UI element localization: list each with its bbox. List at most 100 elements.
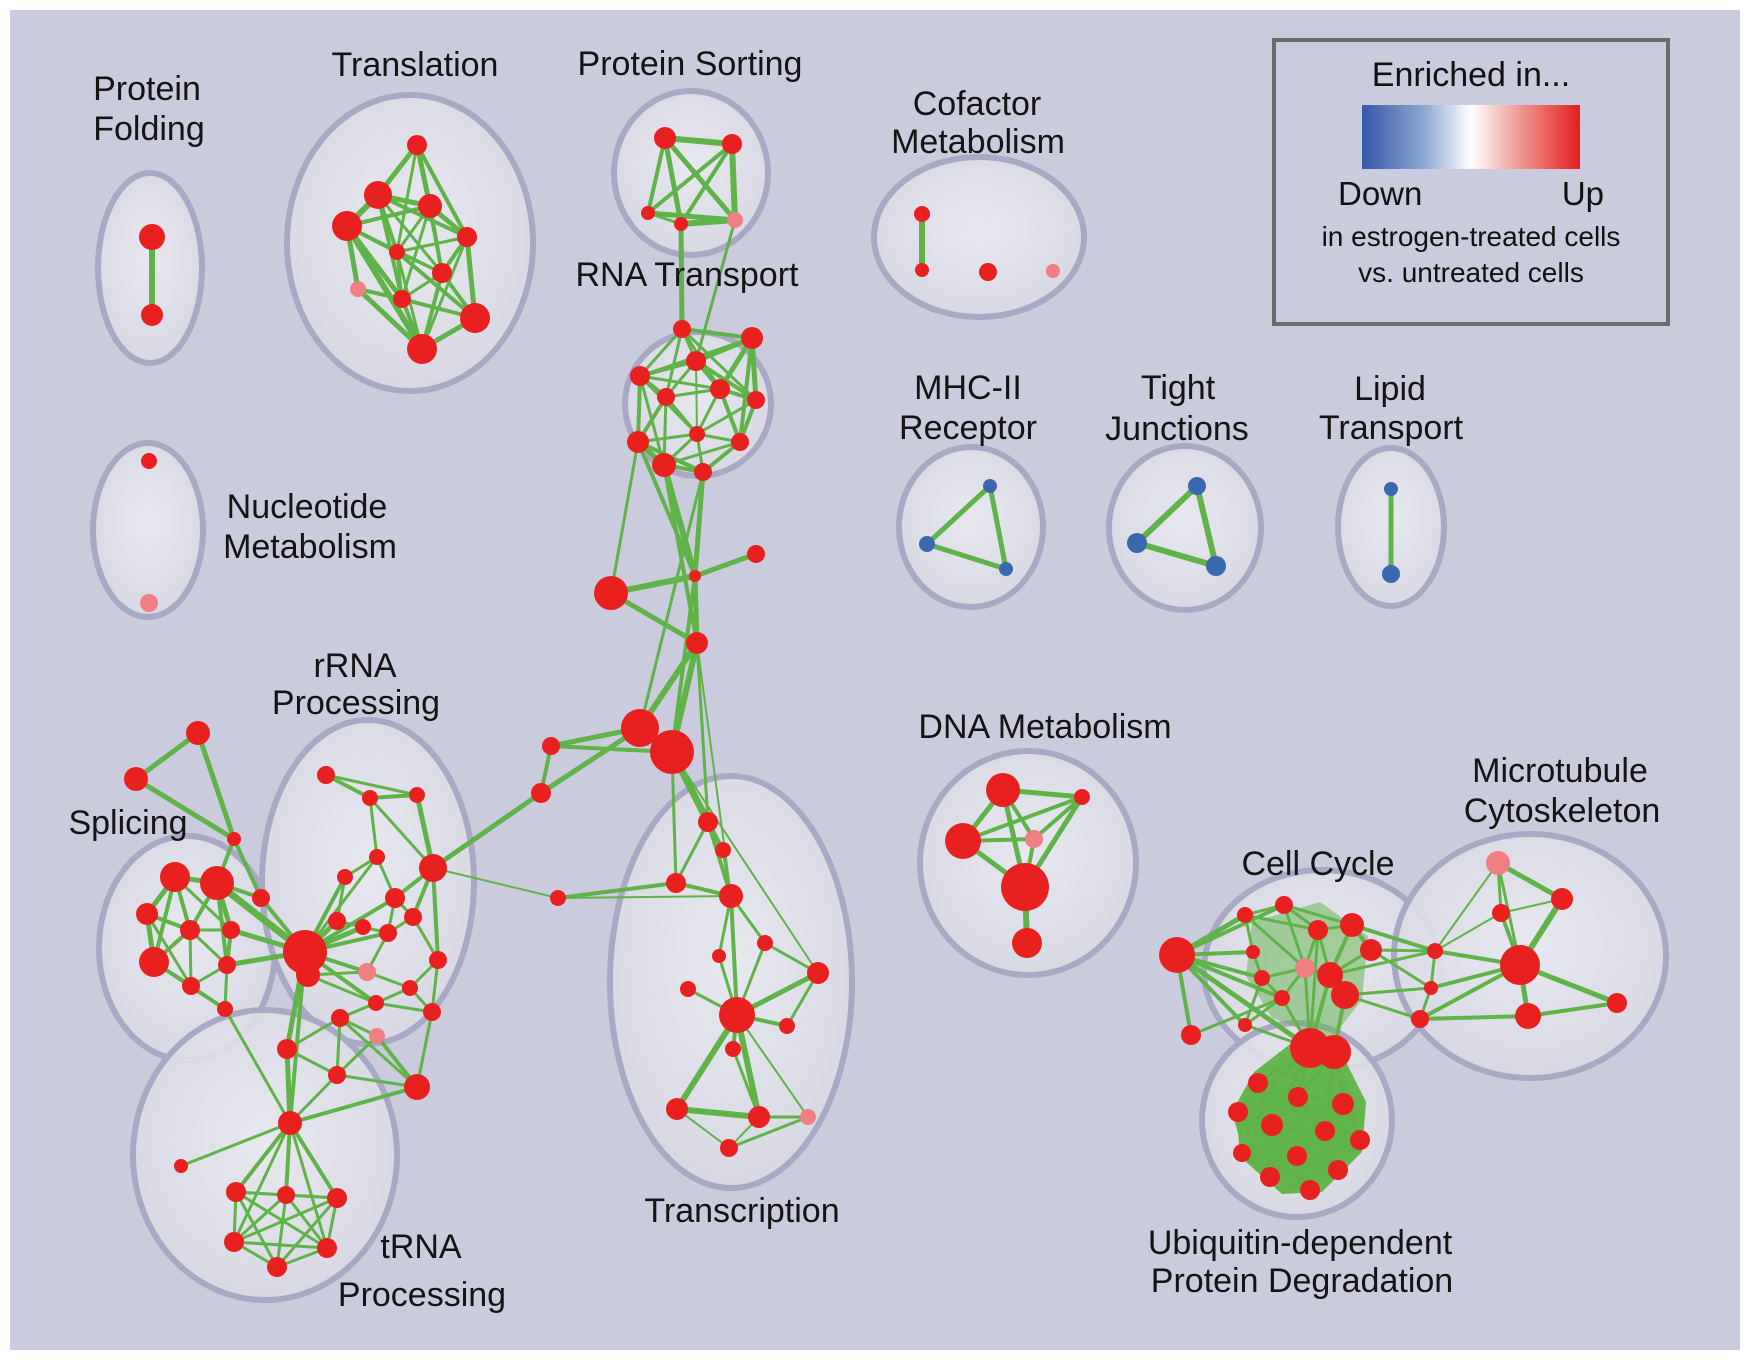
edge-t1-t6 xyxy=(395,143,419,254)
edge-tj1-tj3 xyxy=(1194,483,1219,569)
node-ps4 xyxy=(674,217,688,231)
cluster-cofactor-metabolism-label-line1: Cofactor xyxy=(913,85,1042,123)
node-mm3 xyxy=(1411,1010,1429,1028)
cluster-protein-sorting-label-line1: Protein Sorting xyxy=(578,45,803,83)
node-u7 xyxy=(1350,1130,1370,1150)
node-tj2-blue xyxy=(1127,533,1147,553)
edge-tr2-tr5 xyxy=(706,820,733,898)
legend-caption-line1: in estrogen-treated cells xyxy=(1321,221,1621,252)
edge-cc11-mm1 xyxy=(1328,949,1437,977)
node-cc0 xyxy=(1159,937,1195,973)
cluster-dna-metabolism-label-line1: DNA Metabolism xyxy=(918,708,1171,746)
edge-t6-t10 xyxy=(395,250,477,320)
node-m1-blue xyxy=(983,479,997,493)
cluster-cell-cycle-label-line1: Cell Cycle xyxy=(1241,845,1394,883)
node-u12 xyxy=(1300,1180,1320,1200)
node-tr10 xyxy=(807,962,829,984)
node-cc9 xyxy=(1274,990,1290,1006)
node-rr12 xyxy=(429,951,447,969)
edge-m2-m3 xyxy=(924,541,1009,572)
node-u10 xyxy=(1287,1146,1307,1166)
edge-tr12-tr14 xyxy=(731,1047,761,1119)
edge-rnp-rn2 xyxy=(335,1034,379,1077)
edge-ps1-ps4 xyxy=(662,135,684,227)
edge-r4-r9 xyxy=(636,374,642,444)
node-c1 xyxy=(914,206,930,222)
node-cc6-pink xyxy=(1295,958,1315,978)
node-t8-pink xyxy=(350,281,366,297)
node-rr15 xyxy=(423,1003,441,1021)
node-tr7 xyxy=(757,935,773,951)
node-sp6 xyxy=(139,947,169,977)
node-sp3 xyxy=(136,903,158,925)
node-ps2 xyxy=(722,134,742,154)
edge-rn1-rn2 xyxy=(335,1016,342,1077)
node-n2-pink xyxy=(140,594,158,612)
node-rrb xyxy=(419,854,447,882)
edge-r3-r7 xyxy=(694,359,758,402)
node-t6 xyxy=(389,244,405,260)
node-t2 xyxy=(364,181,392,209)
edge-trnh-tn1 xyxy=(234,1121,292,1194)
edge-sp9-trnh xyxy=(223,1007,292,1125)
node-tr2 xyxy=(698,812,718,832)
cluster-transcription-label-line1: Transcription xyxy=(644,1192,839,1230)
node-r7 xyxy=(747,391,765,409)
edge-sb-sc xyxy=(133,776,237,842)
cluster-rrna-processing-label-line2: Processing xyxy=(272,684,440,722)
cluster-tight-junctions-label-line2: Junctions xyxy=(1105,410,1249,448)
edge-r12-x2 xyxy=(692,469,706,579)
node-mt3 xyxy=(1515,1003,1541,1029)
node-rr13 xyxy=(402,980,418,996)
cluster-trna-processing-label-line1: tRNA xyxy=(380,1228,462,1266)
node-u4 xyxy=(1228,1102,1248,1122)
node-x4 xyxy=(686,632,708,654)
node-tr12 xyxy=(725,1041,741,1057)
edge-r12-h1 xyxy=(638,470,705,730)
edge-rn1-th1 xyxy=(285,1016,342,1051)
cluster-splicing-label-line1: Splicing xyxy=(68,804,187,842)
node-sb xyxy=(124,767,148,791)
node-tr3 xyxy=(715,842,731,858)
edge-sa-sb xyxy=(133,730,201,782)
node-u9 xyxy=(1260,1167,1280,1187)
edge-t4-t11 xyxy=(344,223,425,352)
node-mm1 xyxy=(1427,943,1443,959)
node-tn1 xyxy=(226,1182,246,1202)
node-u6 xyxy=(1315,1121,1335,1141)
node-rn1 xyxy=(331,1009,349,1027)
edge-trnh-tn2 xyxy=(284,1121,292,1197)
node-mt4 xyxy=(1607,993,1627,1013)
edge-tr2-tr4 xyxy=(674,820,710,885)
node-tr11 xyxy=(779,1018,795,1034)
node-t1 xyxy=(407,135,427,155)
node-c2 xyxy=(915,263,929,277)
edge-cc12-mm2 xyxy=(1343,986,1433,997)
node-mm2 xyxy=(1424,981,1438,995)
edge-h2-tr10 xyxy=(671,751,819,974)
edge-r4-r5 xyxy=(638,374,722,391)
node-d5 xyxy=(1001,863,1049,911)
cluster-nucleotide-metabolism-label-line2: Metabolism xyxy=(223,528,397,566)
edge-x1-x2 xyxy=(692,551,759,579)
edge-cc8-cc10 xyxy=(1243,976,1264,1027)
node-d2 xyxy=(1074,789,1090,805)
node-r2 xyxy=(741,327,763,349)
edge-tn2-tn4 xyxy=(232,1193,288,1244)
node-x2 xyxy=(689,570,701,582)
cluster-lipid-transport-label-line2: Transport xyxy=(1319,409,1464,447)
edge-m1-m3 xyxy=(987,483,1009,572)
edge-r1-r2 xyxy=(680,327,754,340)
node-rr2 xyxy=(362,790,378,806)
node-cl xyxy=(1181,1025,1201,1045)
edge-t5-t6 xyxy=(395,235,469,254)
node-d4-pink xyxy=(1025,830,1043,848)
edge-cc0-cc2 xyxy=(1175,903,1286,957)
edge-u7-u10 xyxy=(1295,1138,1362,1158)
node-x1 xyxy=(747,545,765,563)
node-rr10 xyxy=(404,908,422,926)
edge-r7-r8 xyxy=(695,398,758,436)
cluster-ubiquitin-degradation-label-line2: Protein Degradation xyxy=(1151,1262,1453,1300)
edge-rn2-rn3 xyxy=(335,1073,419,1089)
